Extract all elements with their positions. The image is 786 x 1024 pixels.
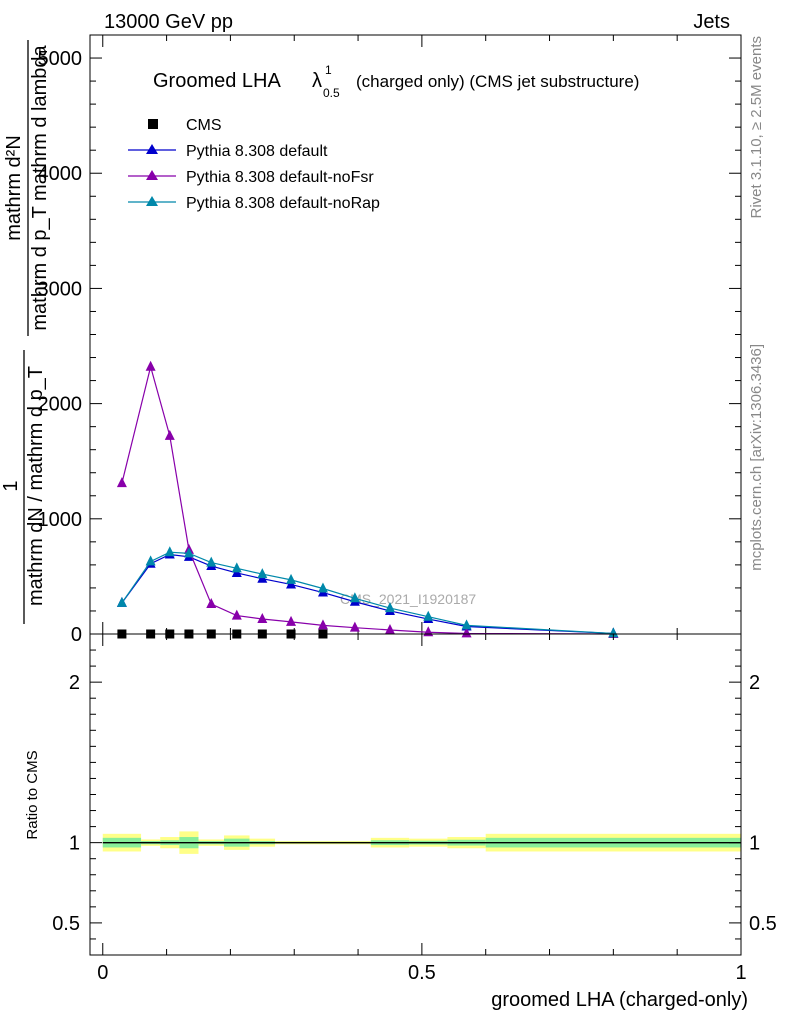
chart-title: Groomed LHA λ 1 0.5 (charged only) (CMS … bbox=[153, 63, 639, 100]
series-point-2 bbox=[286, 615, 297, 626]
x-tick-label: 0 bbox=[97, 962, 108, 984]
series-point-2 bbox=[317, 619, 328, 630]
ratio-y-tick-label: 2 bbox=[69, 672, 80, 694]
legend-entry-nofsr: Pythia 8.308 default-noFsr bbox=[128, 169, 374, 186]
series-point-3 bbox=[349, 592, 360, 603]
series-point-2 bbox=[461, 627, 472, 638]
legend-marker-nofsr bbox=[146, 170, 158, 180]
legend-label-cms: CMS bbox=[186, 117, 222, 134]
ratio-plot-frame bbox=[89, 633, 742, 956]
series-point-3 bbox=[286, 573, 297, 584]
chart-title-suffix: (charged only) (CMS jet substructure) bbox=[356, 72, 639, 91]
ratio-y-tick-label-right: 2 bbox=[749, 672, 760, 694]
series-point-3 bbox=[145, 555, 156, 566]
y-axis-label-top-numerator: mathrm d²N bbox=[3, 135, 25, 241]
mcplots-label: mcplots.cern.ch [arXiv:1306.3436] bbox=[748, 344, 765, 571]
y-axis-label-bottom-denominator: mathrm dN / mathrm d p_T bbox=[25, 366, 47, 606]
ratio-plot-panel: 0.5 0.5 1 1 2 2 0 0.5 1 Ratio to CMS groomed LH… bbox=[24, 633, 777, 1011]
chart-title-symbol: λ bbox=[312, 70, 322, 92]
main-y-tick-label: 3000 bbox=[38, 278, 83, 300]
series-point-2 bbox=[423, 626, 434, 637]
x-tick-label: 0.5 bbox=[408, 962, 436, 984]
series-line-2 bbox=[121, 364, 614, 635]
analysis-watermark: CMS_2021_I1920187 bbox=[340, 591, 476, 607]
series-point-3 bbox=[206, 556, 217, 567]
series-point-3 bbox=[231, 562, 242, 573]
main-y-tick-label: 0 bbox=[71, 624, 82, 646]
ratio-y-tick-label: 1 bbox=[69, 833, 80, 855]
chart-title-subscript: 0.5 bbox=[323, 86, 340, 100]
series-point-2 bbox=[231, 609, 242, 620]
legend-entry-default: Pythia 8.308 default bbox=[128, 143, 328, 160]
series-point-3 bbox=[257, 568, 268, 579]
series-point-2 bbox=[164, 429, 175, 440]
series-point-3 bbox=[423, 610, 434, 621]
series-point-2 bbox=[116, 477, 127, 488]
y-axis-label-top-denominator: mathrm d p_T mathrm d lambda bbox=[29, 44, 51, 330]
chart-title-superscript: 1 bbox=[325, 63, 332, 77]
x-tick-label: 1 bbox=[735, 962, 746, 984]
series-point-3 bbox=[317, 582, 328, 593]
series-point-2 bbox=[257, 613, 268, 624]
legend-marker-norap bbox=[146, 196, 158, 206]
series-point-3 bbox=[183, 547, 194, 558]
legend-entry-cms: CMS bbox=[148, 117, 222, 134]
series-point-2 bbox=[206, 598, 217, 609]
series-point-3 bbox=[608, 627, 619, 638]
main-y-tick-label: 2000 bbox=[38, 394, 83, 416]
ratio-y-tick-label-right: 0.5 bbox=[749, 913, 777, 935]
series-point-2 bbox=[349, 621, 360, 632]
series-point-3 bbox=[461, 619, 472, 630]
ratio-y-tick-label: 0.5 bbox=[52, 913, 80, 935]
y-axis-label: mathrm d²N mathrm d p_T mathrm d lambda … bbox=[0, 40, 51, 624]
legend-marker-cms bbox=[148, 119, 158, 129]
category-label: Jets bbox=[693, 11, 730, 33]
legend: CMS Pythia 8.308 default Pythia 8.308 de… bbox=[128, 117, 380, 212]
series-point-3 bbox=[164, 546, 175, 557]
series-line-3 bbox=[121, 551, 614, 635]
legend-label-default: Pythia 8.308 default bbox=[186, 143, 328, 160]
series-point-2 bbox=[145, 360, 156, 371]
y-axis-label-bottom-numerator: 1 bbox=[0, 480, 22, 491]
ratio-y-tick-label-right: 1 bbox=[749, 833, 760, 855]
chart-title-main: Groomed LHA bbox=[153, 70, 281, 92]
x-axis-label: groomed LHA (charged-only) bbox=[491, 989, 748, 1011]
main-y-tick-label: 5000 bbox=[38, 48, 83, 70]
energy-label: 13000 GeV pp bbox=[104, 11, 233, 33]
ratio-y-axis-label: Ratio to CMS bbox=[24, 750, 41, 839]
legend-entry-norap: Pythia 8.308 default-noRap bbox=[128, 195, 380, 212]
legend-marker-default bbox=[146, 144, 158, 154]
legend-label-norap: Pythia 8.308 default-noRap bbox=[186, 195, 380, 212]
main-y-tick-label: 1000 bbox=[38, 509, 83, 531]
legend-label-nofsr: Pythia 8.308 default-noFsr bbox=[186, 169, 374, 186]
rivet-label: Rivet 3.1.10, ≥ 2.5M events bbox=[748, 36, 765, 219]
series-point-3 bbox=[116, 596, 127, 607]
series-point-3 bbox=[384, 602, 395, 613]
series-point-2 bbox=[384, 623, 395, 634]
main-y-tick-label: 4000 bbox=[38, 163, 83, 185]
